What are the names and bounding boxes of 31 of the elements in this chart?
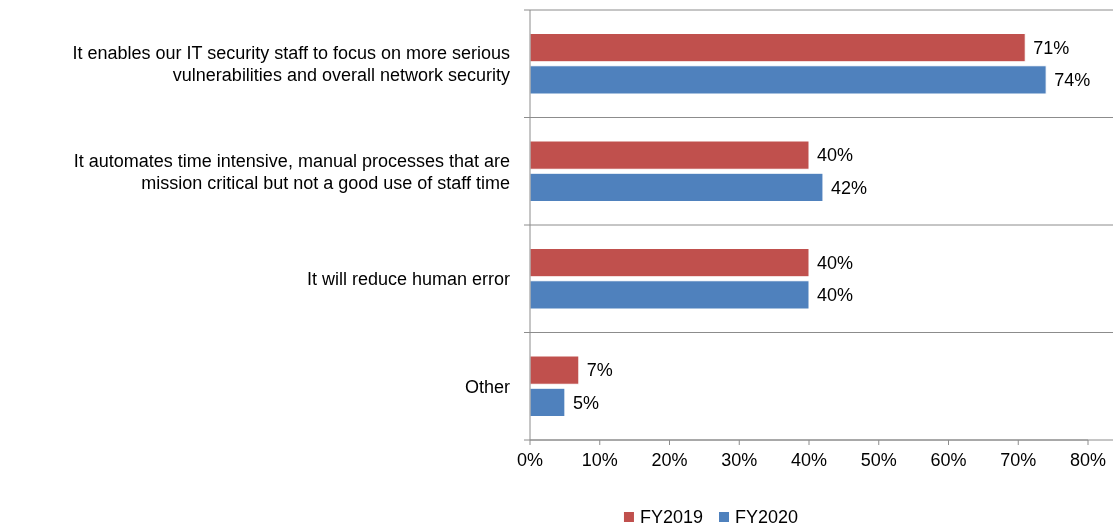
y-tick-label: Other (464, 376, 510, 397)
x-tick-label: 80% (1069, 450, 1107, 470)
text: 7% (586, 360, 613, 381)
text: 40% (817, 252, 854, 273)
x-tick-label: 40% (790, 450, 828, 470)
y-tick-label: It enables our IT security staff to focus on more serious vulnerabilities and overall network security (72, 43, 510, 86)
x-tick-label: 70% (1000, 450, 1037, 470)
y-tick-label: It automates time intensive, manual processes that are mission critical but not a good use of staff time (73, 150, 510, 193)
x-tick-label: 20% (651, 450, 688, 470)
bar (529, 248, 810, 278)
text: 40% (817, 145, 854, 166)
bar (529, 33, 1026, 63)
bar (529, 355, 580, 385)
text: 5% (572, 392, 599, 413)
bar (529, 387, 566, 417)
legend-label: FY2020 (735, 507, 799, 528)
bar (529, 172, 824, 202)
legend-label: FY2019 (639, 507, 703, 528)
text: 42% (830, 177, 867, 198)
x-tick-label: 10% (581, 450, 618, 470)
bar (529, 65, 1047, 95)
bar (529, 140, 810, 170)
x-tick-label: 30% (721, 450, 758, 470)
x-tick-label: 60% (930, 450, 967, 470)
x-tick-label: 0% (516, 450, 544, 470)
y-tick-label: It will reduce human error (306, 269, 510, 290)
x-tick-label: 50% (860, 450, 897, 470)
text: 40% (817, 285, 854, 306)
bar (529, 280, 810, 310)
text: 71% (1033, 37, 1070, 58)
text: 74% (1054, 70, 1091, 91)
